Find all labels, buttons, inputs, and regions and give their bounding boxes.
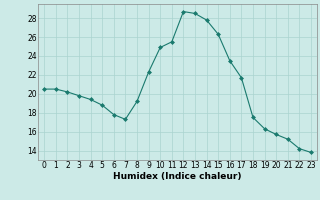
X-axis label: Humidex (Indice chaleur): Humidex (Indice chaleur) [113,172,242,181]
